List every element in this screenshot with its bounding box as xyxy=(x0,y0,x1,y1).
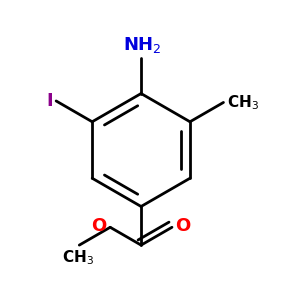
Text: NH$_2$: NH$_2$ xyxy=(123,35,162,56)
Text: CH$_3$: CH$_3$ xyxy=(227,93,259,112)
Text: CH$_3$: CH$_3$ xyxy=(62,248,94,267)
Text: O: O xyxy=(176,217,191,235)
Text: O: O xyxy=(92,217,106,235)
Text: I: I xyxy=(46,92,53,110)
